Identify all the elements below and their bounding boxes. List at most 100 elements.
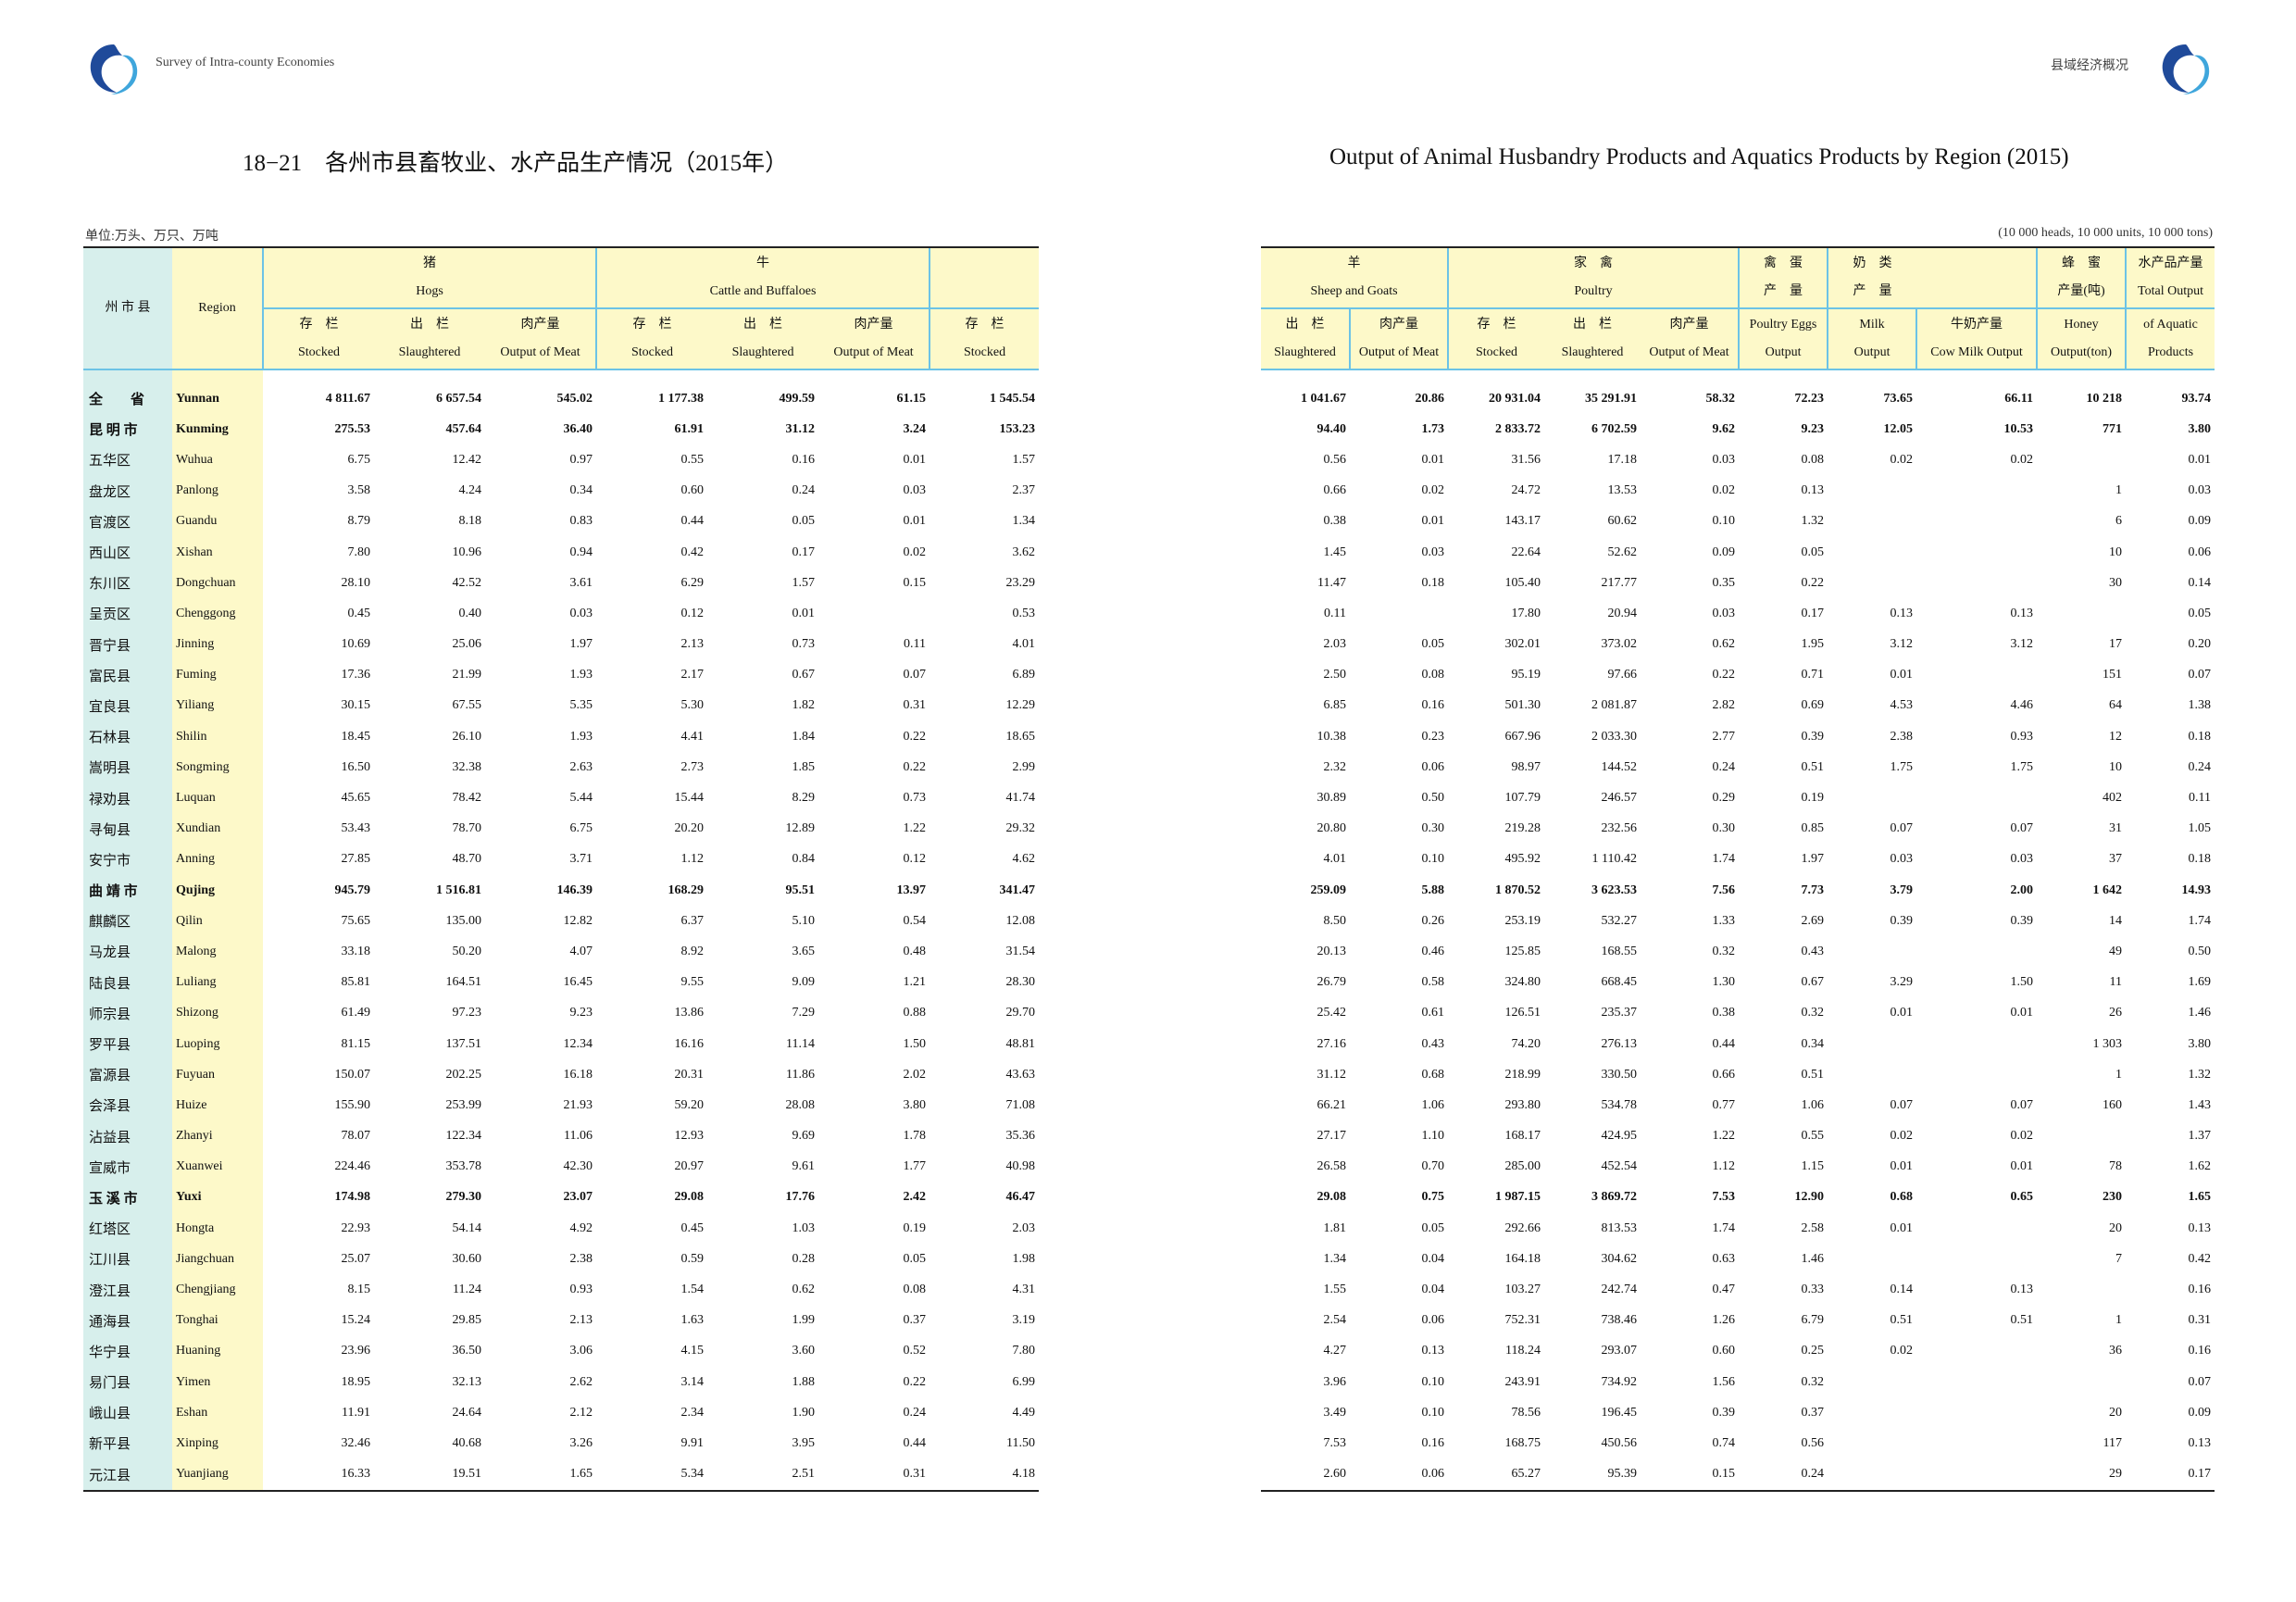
value-cell: 0.39 (1890, 913, 1914, 928)
value-cell: 30.60 (452, 1251, 482, 1266)
value-cell: 0.06 (1421, 1313, 1445, 1328)
value-cell: 29.32 (1005, 821, 1036, 836)
value-cell: 150.07 (334, 1067, 371, 1082)
right-data-table: 羊 Sheep and Goats 家 禽 Poultry 禽 蛋产 量 奶 类产 … (1261, 246, 2215, 1492)
table-row: 1.45 0.03 22.64 52.62 0.09 0.05 10 0.06 (1261, 537, 2215, 568)
value-cell: 0.01 (2188, 452, 2212, 467)
value-cell: 0.55 (1801, 1129, 1825, 1144)
value-cell (1916, 1213, 2037, 1244)
table-row: 2.54 0.06 752.31 738.46 1.26 6.79 0.51 0.51 1 0.3… (1261, 1306, 2215, 1336)
value-cell (1828, 1029, 1916, 1059)
value-cell: 0.38 (1712, 1006, 1736, 1020)
value-cell: 31.12 (1316, 1067, 1347, 1082)
value-cell: 450.56 (1601, 1435, 1638, 1450)
region-cn-cell: 富民县 (83, 659, 172, 691)
value-cell: 118.24 (1505, 1344, 1541, 1358)
value-cell: 3.71 (569, 852, 593, 867)
value-cell: 2.13 (569, 1313, 593, 1328)
value-cell: 2.60 (1261, 1458, 1350, 1492)
value-cell: 0.93 (2010, 729, 2034, 744)
region-en-cell: Xundian (172, 813, 263, 845)
value-cell: 0.65 (2010, 1190, 2034, 1205)
value-cell: 23.29 (1005, 575, 1036, 590)
value-cell: 10 (2109, 544, 2123, 559)
value-cell: 1.32 (2188, 1067, 2212, 1082)
region-cn-cell: 麒麟区 (83, 906, 172, 937)
right-col-header: 肉产量 Output of Meat (1641, 307, 1740, 370)
value-cell: 1.90 (792, 1405, 816, 1420)
value-cell: 0.39 (1801, 729, 1825, 744)
value-cell: 174.98 (334, 1190, 371, 1205)
value-cell: 4.15 (680, 1344, 705, 1358)
value-cell: 66.11 (2004, 391, 2034, 406)
value-cell: 0.94 (569, 544, 593, 559)
value-cell: 21.93 (563, 1097, 593, 1112)
value-cell: 4.18 (930, 1458, 1040, 1492)
value-cell: 0.66 (1323, 483, 1347, 498)
value-cell: 2.02 (903, 1067, 927, 1082)
value-cell: 1.06 (1421, 1097, 1445, 1112)
value-cell: 1.26 (1712, 1313, 1736, 1328)
value-cell: 78 (2109, 1159, 2123, 1174)
table-row: 江川县 Jiangchuan 25.07 30.60 2.38 0.59 0.28 0.05 1… (83, 1244, 1039, 1275)
value-cell: 0.60 (1712, 1344, 1736, 1358)
value-cell: 0.02 (1890, 1129, 1914, 1144)
value-cell: 17.36 (341, 668, 371, 682)
value-cell: 293.80 (1504, 1097, 1541, 1112)
value-cell: 0.70 (1421, 1159, 1445, 1174)
value-cell: 20 (2109, 1405, 2123, 1420)
region-en-cell: Guandu (172, 506, 263, 537)
value-cell: 330.50 (1601, 1067, 1638, 1082)
value-cell: 26.10 (452, 729, 482, 744)
value-cell: 0.31 (818, 1458, 930, 1492)
table-row: 会泽县 Huize 155.90 253.99 21.93 59.20 28.08 3.80 7… (83, 1090, 1039, 1121)
value-cell: 18.45 (341, 729, 371, 744)
value-cell: 12.82 (563, 913, 593, 928)
value-cell: 0.13 (1421, 1344, 1445, 1358)
value-cell: 137.51 (445, 1036, 482, 1051)
value-cell: 12.05 (1883, 421, 1914, 436)
value-cell: 302.01 (1504, 637, 1541, 652)
unit-en: (10 000 heads, 10 000 units, 10 000 tons… (1998, 226, 2213, 240)
value-cell: 0.11 (2189, 791, 2212, 806)
value-cell: 1.65 (2188, 1190, 2212, 1205)
value-cell: 0.24 (1712, 759, 1736, 774)
value-cell: 3.14 (680, 1374, 705, 1389)
value-cell: 501.30 (1504, 698, 1541, 713)
table-row: 宜良县 Yiliang 30.15 67.55 5.35 5.30 1.82 0.31 12.2… (83, 690, 1039, 722)
value-cell: 26.58 (1316, 1159, 1347, 1174)
value-cell: 0.44 (903, 1435, 927, 1450)
value-cell (2037, 598, 2126, 629)
region-cn-cell: 富源县 (83, 1059, 172, 1091)
value-cell: 2 033.30 (1591, 729, 1637, 744)
value-cell: 0.31 (2188, 1313, 2212, 1328)
value-cell: 11.91 (342, 1405, 370, 1420)
value-cell: 30.89 (1316, 791, 1347, 806)
table-row: 27.17 1.10 168.17 424.95 1.22 0.55 0.02 0.02 1.3… (1261, 1121, 2215, 1152)
value-cell: 1.22 (1712, 1129, 1736, 1144)
value-cell: 0.07 (1890, 821, 1914, 836)
value-cell: 0.01 (2010, 1006, 2034, 1020)
value-cell: 12.08 (1005, 913, 1036, 928)
value-cell: 4.01 (1323, 852, 1347, 867)
region-cn-header: 州 市 县 (83, 246, 172, 370)
table-row: 26.58 0.70 285.00 452.54 1.12 1.15 0.01 0.01 78 1… (1261, 1152, 2215, 1183)
value-cell: 5.44 (569, 791, 593, 806)
value-cell: 1.38 (2188, 698, 2212, 713)
table-row: 富源县 Fuyuan 150.07 202.25 16.18 20.31 11.86 2.02… (83, 1059, 1039, 1091)
value-cell: 0.18 (2188, 852, 2212, 867)
value-cell: 0.67 (1801, 975, 1825, 990)
region-en-cell: Yuanjiang (172, 1458, 263, 1492)
value-cell: 0.22 (1801, 575, 1825, 590)
value-cell (1828, 568, 1916, 598)
table-row: 31.12 0.68 218.99 330.50 0.66 0.51 1 1.32 (1261, 1059, 2215, 1090)
value-cell: 0.07 (2188, 668, 2212, 682)
value-cell: 8.50 (1323, 913, 1347, 928)
table-row: 马龙县 Malong 33.18 50.20 4.07 8.92 3.65 0.48 31.54 (83, 936, 1039, 968)
value-cell: 12.89 (785, 821, 816, 836)
value-cell: 0.51 (1890, 1313, 1914, 1328)
region-en-cell: Xinping (172, 1428, 263, 1459)
value-cell: 0.03 (1890, 852, 1914, 867)
region-en-cell: Anning (172, 844, 263, 875)
value-cell: 0.04 (1421, 1283, 1445, 1297)
